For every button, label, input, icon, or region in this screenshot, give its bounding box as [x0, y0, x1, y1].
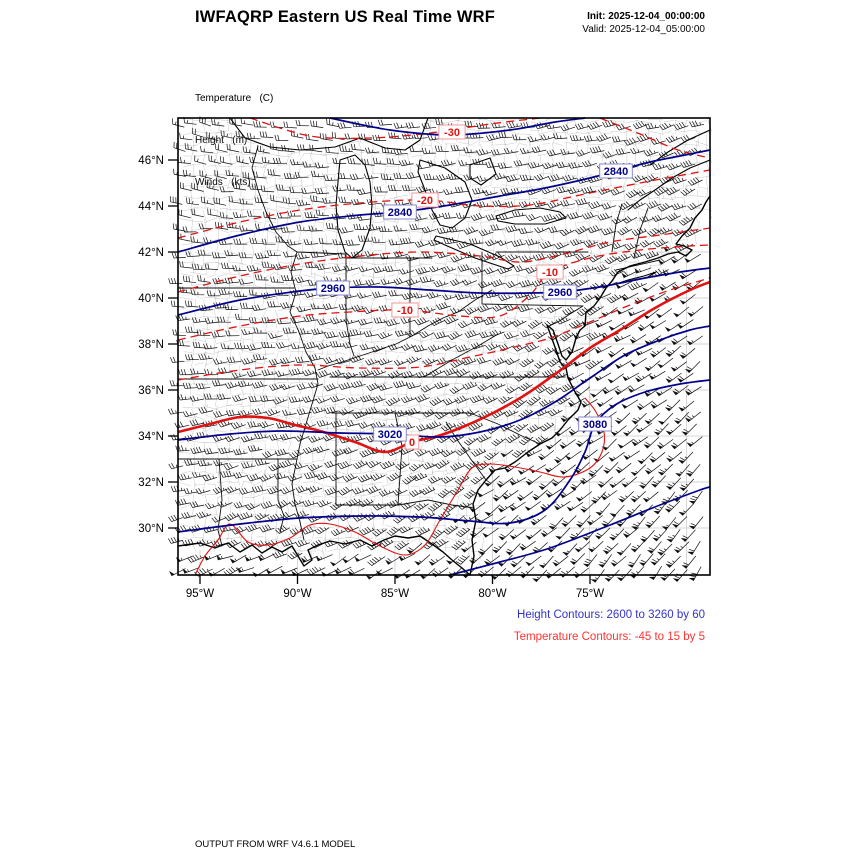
- contour-label: 3080: [583, 419, 607, 431]
- contour-label-box: [543, 284, 577, 300]
- lat-tick-label: 30°N: [138, 523, 164, 535]
- footer-model-line: OUTPUT FROM WRF V4.6.1 MODEL: [195, 839, 356, 850]
- height-contour-2840: [177, 149, 711, 253]
- temperature-contour-5: [194, 397, 605, 576]
- ocean-graticule: [199, 251, 710, 575]
- contour-label: 2960: [321, 283, 345, 295]
- lat-tick-label: 42°N: [138, 247, 164, 259]
- legend-height: Height (m): [195, 135, 248, 146]
- contour-label-box: [383, 204, 417, 220]
- lat-tick-label: 36°N: [138, 385, 164, 397]
- init-valid-block: Init: 2025-12-04_00:00:00 Valid: 2025-12…: [582, 10, 705, 36]
- contour-label: -30: [444, 127, 460, 139]
- lon-tick-label: 75°W: [576, 588, 604, 600]
- contour-label-box: [316, 280, 350, 296]
- atlantic-coastline: [469, 195, 711, 576]
- lon-tick-label: 80°W: [478, 588, 506, 600]
- temperature-contour--5: [177, 277, 711, 381]
- contour-label: 0: [409, 437, 415, 449]
- legend-temperature: Temperature (C): [195, 93, 274, 104]
- lon-tick-label: 95°W: [186, 588, 214, 600]
- gulf-coastline: [177, 535, 471, 576]
- temperature-contour--30: [599, 117, 711, 159]
- contour-label: 2840: [604, 166, 628, 178]
- contour-label: 2960: [548, 287, 572, 299]
- contour-label: -10: [542, 267, 558, 279]
- lat-tick-label: 38°N: [138, 339, 164, 351]
- init-time: Init: 2025-12-04_00:00:00: [587, 11, 705, 22]
- temperature-contour--15: [177, 227, 711, 293]
- lat-tick-label: 44°N: [138, 201, 164, 213]
- valid-time: Valid: 2025-12-04_05:00:00: [582, 24, 705, 35]
- contour-label-box: [391, 302, 419, 318]
- temperature-contour--10: [177, 244, 711, 341]
- contour-label-box: [578, 416, 612, 432]
- page-title: IWFAQRP Eastern US Real Time WRF: [194, 8, 496, 26]
- contour-label-box: [438, 124, 466, 140]
- temperature-contour-caption: Temperature Contours: -45 to 15 by 5: [513, 631, 705, 643]
- height-contour-3020: [177, 325, 711, 441]
- great-lakes: [229, 117, 567, 270]
- contour-label-box: [373, 426, 407, 442]
- lake-ontario: [495, 207, 567, 225]
- contour-label-box: [599, 163, 633, 179]
- contour-label: -10: [397, 305, 413, 317]
- lon-tick-label: 85°W: [381, 588, 409, 600]
- lon-tick-label: 90°W: [283, 588, 311, 600]
- height-contour-caption: Height Contours: 2600 to 3260 by 60: [517, 609, 705, 621]
- lake-erie: [433, 235, 515, 270]
- state-borders: [177, 145, 661, 547]
- height-contour-2780: [329, 117, 586, 136]
- contour-label: 2840: [388, 207, 412, 219]
- height-contour-2960: [177, 267, 711, 316]
- contour-label: -20: [417, 195, 433, 207]
- temperature-contour--20: [177, 169, 711, 239]
- field-legend: Temperature (C) Height (m) Winds (kts): [195, 64, 273, 218]
- lat-tick-label: 32°N: [138, 477, 164, 489]
- lat-tick-label: 40°N: [138, 293, 164, 305]
- contour-label: 3020: [378, 429, 402, 441]
- map-frame: [177, 117, 711, 576]
- st-lawrence-shores: [627, 129, 711, 211]
- contour-label-box: [536, 264, 564, 280]
- contour-label-box: [404, 434, 420, 450]
- contour-label-box: [411, 192, 439, 208]
- legend-winds: Winds (kts): [195, 177, 251, 188]
- height-contour-3080: [177, 379, 711, 533]
- model-footer: OUTPUT FROM WRF V4.6.1 MODEL WE = 310 ; …: [195, 812, 569, 850]
- height-contour-3140: [449, 486, 711, 576]
- lat-tick-label: 34°N: [138, 431, 164, 443]
- lat-tick-label: 46°N: [138, 155, 164, 167]
- lake-superior: [229, 117, 429, 151]
- temperature-contour-0: [177, 280, 711, 454]
- temperature-contour--30: [249, 117, 541, 140]
